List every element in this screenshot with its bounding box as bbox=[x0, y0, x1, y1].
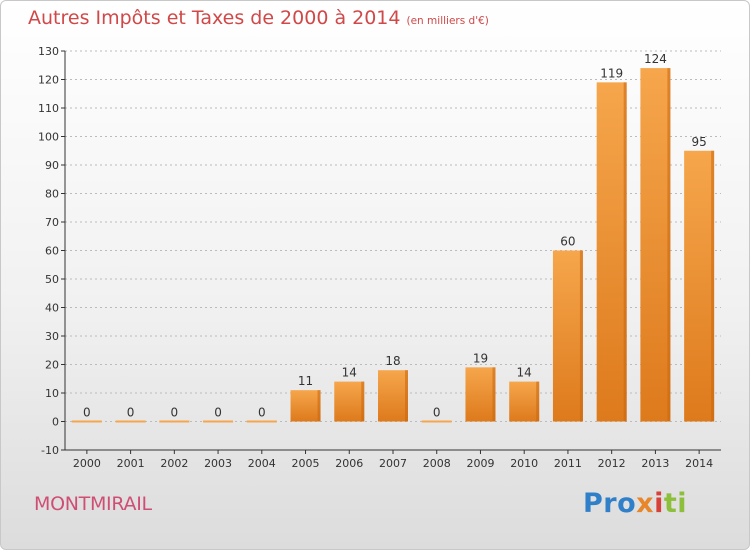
data-label: 11 bbox=[298, 374, 313, 388]
data-label: 0 bbox=[214, 406, 222, 420]
bar bbox=[71, 420, 102, 423]
x-tick-label: 2011 bbox=[554, 457, 582, 470]
x-tick-label: 2014 bbox=[685, 457, 713, 470]
x-tick-label: 2002 bbox=[160, 457, 188, 470]
y-tick-label: 60 bbox=[45, 245, 59, 258]
bar-shade bbox=[579, 250, 583, 422]
bar bbox=[684, 150, 715, 422]
bar bbox=[596, 82, 627, 422]
y-tick-label: -10 bbox=[41, 444, 59, 457]
y-tick-label: 30 bbox=[45, 330, 59, 343]
bar-shade bbox=[536, 381, 540, 422]
chart-title-text: Autres Impôts et Taxes de 2000 à 2014 bbox=[28, 7, 401, 29]
logo-part-x: x bbox=[636, 488, 655, 519]
data-label: 0 bbox=[83, 406, 91, 420]
data-label: 60 bbox=[560, 235, 575, 249]
bar-shade bbox=[405, 370, 408, 422]
place-name: MONTMIRAIL bbox=[34, 493, 152, 515]
x-tick-label: 2009 bbox=[466, 457, 494, 470]
bar bbox=[552, 250, 583, 422]
bar bbox=[334, 381, 365, 422]
data-label: 18 bbox=[385, 354, 400, 368]
bar-shade bbox=[492, 367, 496, 422]
chart-subtitle: (en milliers d'€) bbox=[406, 15, 489, 27]
y-tick-label: 130 bbox=[38, 45, 59, 58]
x-tick-label: 2012 bbox=[598, 457, 626, 470]
data-label: 0 bbox=[258, 406, 266, 420]
proxiti-logo: Proxiti bbox=[583, 488, 687, 519]
y-tick-label: 40 bbox=[45, 302, 59, 315]
data-label: 124 bbox=[644, 52, 667, 66]
data-label: 0 bbox=[171, 406, 179, 420]
data-label: 95 bbox=[691, 135, 706, 149]
y-tick-label: 0 bbox=[52, 416, 59, 429]
x-tick-label: 2007 bbox=[379, 457, 407, 470]
bar bbox=[465, 367, 496, 422]
bar-shade bbox=[317, 390, 321, 422]
bar bbox=[246, 420, 277, 423]
y-tick-label: 10 bbox=[45, 387, 59, 400]
bar bbox=[159, 420, 190, 423]
y-tick-label: 80 bbox=[45, 188, 59, 201]
x-tick-label: 2010 bbox=[510, 457, 538, 470]
x-tick-label: 2003 bbox=[204, 457, 232, 470]
logo-part-i: i bbox=[654, 488, 664, 519]
bar bbox=[640, 68, 671, 422]
data-label: 14 bbox=[342, 366, 357, 380]
x-tick-label: 2006 bbox=[335, 457, 363, 470]
bar-shade bbox=[667, 68, 671, 422]
bar bbox=[203, 420, 234, 423]
bar bbox=[421, 420, 452, 423]
y-tick-label: 70 bbox=[45, 216, 59, 229]
x-tick-label: 2001 bbox=[117, 457, 145, 470]
y-tick-label: 20 bbox=[45, 359, 59, 372]
y-tick-label: 100 bbox=[38, 131, 59, 144]
bar-shade bbox=[623, 82, 627, 422]
bar-shade bbox=[711, 150, 715, 422]
bar bbox=[509, 381, 540, 422]
bar-shade bbox=[361, 381, 365, 422]
bar bbox=[290, 390, 321, 422]
y-tick-label: 50 bbox=[45, 273, 59, 286]
data-label: 0 bbox=[433, 406, 441, 420]
data-label: 0 bbox=[127, 406, 135, 420]
y-tick-label: 110 bbox=[38, 102, 59, 115]
bar bbox=[378, 370, 408, 422]
x-tick-label: 2000 bbox=[73, 457, 101, 470]
logo-part-ti: ti bbox=[663, 488, 688, 519]
x-tick-label: 2004 bbox=[248, 457, 276, 470]
logo-part-pro: Pro bbox=[583, 488, 637, 519]
data-label: 119 bbox=[600, 66, 623, 80]
x-tick-label: 2005 bbox=[292, 457, 320, 470]
x-tick-label: 2008 bbox=[423, 457, 451, 470]
data-label: 19 bbox=[473, 351, 488, 365]
x-tick-label: 2013 bbox=[641, 457, 669, 470]
y-tick-label: 90 bbox=[45, 159, 59, 172]
chart-title: Autres Impôts et Taxes de 2000 à 2014 (en… bbox=[28, 7, 489, 29]
data-label: 14 bbox=[517, 366, 532, 380]
bar bbox=[115, 420, 146, 423]
y-tick-label: 120 bbox=[38, 74, 59, 87]
